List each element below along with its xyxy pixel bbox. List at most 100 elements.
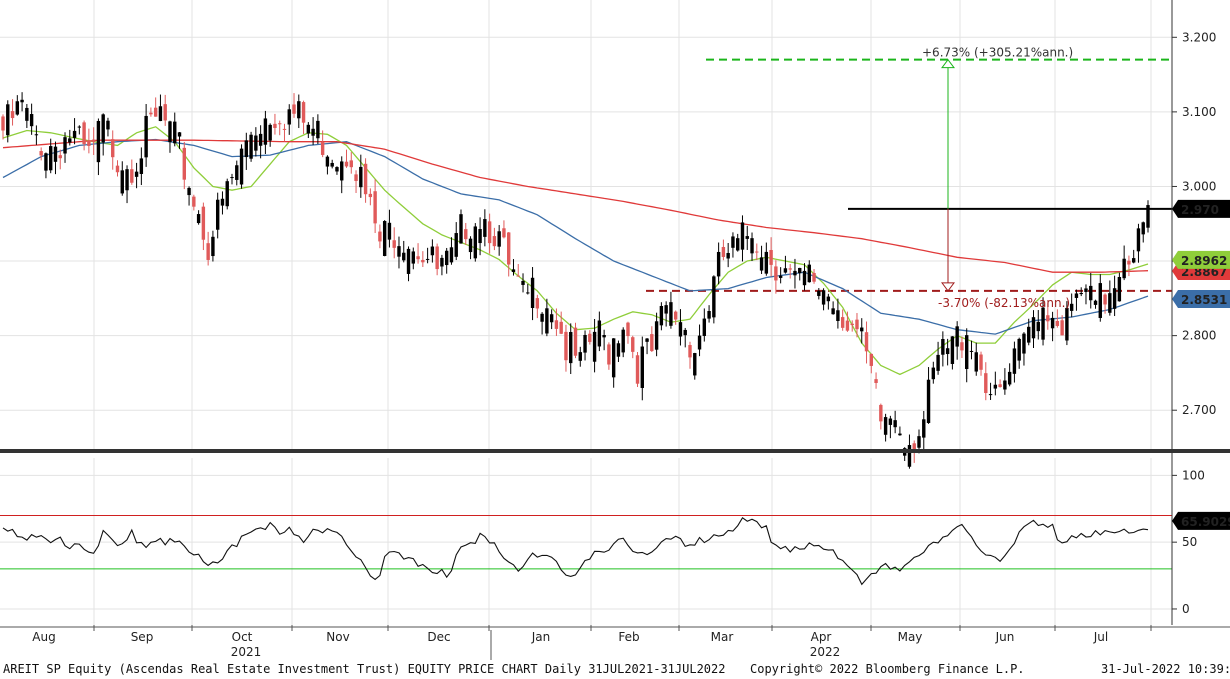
candle-body	[1136, 228, 1141, 252]
x-axis-labels: Aug Sep Oct Nov Dec Jan Feb Mar Apr May Jun Jul 2021…	[32, 625, 1152, 660]
candle-body	[955, 326, 959, 347]
candle-body	[1117, 277, 1122, 302]
badge-green-shape	[1172, 250, 1230, 269]
candle-body	[678, 322, 683, 337]
candle-body	[206, 243, 210, 260]
candle-body	[950, 336, 955, 364]
x-month-label: Apr	[811, 630, 832, 644]
candle-body	[340, 161, 344, 181]
candle-body	[1084, 288, 1088, 292]
candle-body	[468, 238, 473, 253]
candle-body	[464, 229, 468, 240]
y-tick-label: 3.000	[1182, 179, 1216, 193]
candle-body	[263, 118, 268, 145]
candle-body	[306, 124, 311, 134]
y-tick-label: 3.200	[1182, 30, 1216, 44]
candle-body	[1027, 326, 1031, 343]
candle-body	[631, 337, 635, 352]
candle-body	[421, 259, 425, 263]
candle-body	[931, 367, 936, 380]
candle-body	[793, 270, 797, 276]
candle-body	[91, 139, 96, 142]
candle-body	[387, 222, 392, 240]
candle-body	[693, 353, 697, 376]
candle-body	[864, 332, 869, 352]
candle-body	[254, 135, 258, 151]
measure-down-arrow	[941, 282, 955, 292]
candle-body	[764, 251, 769, 274]
candle-body	[769, 250, 773, 265]
candle-body	[917, 436, 921, 448]
y-tick-label: 2.700	[1182, 403, 1216, 417]
candle-body	[535, 298, 540, 309]
candle-body	[497, 231, 501, 247]
candle-body	[311, 128, 315, 136]
footer-copyright: Copyright© 2022 Bloomberg Finance L.P.	[750, 662, 1025, 676]
candle-body	[349, 160, 353, 168]
candle-body	[836, 310, 840, 321]
x-year-label: 2022	[810, 645, 841, 659]
candle-body	[249, 134, 253, 159]
measure-up-arrow	[941, 58, 955, 69]
candle-body	[430, 246, 435, 256]
candle-body	[645, 338, 649, 342]
candle-body	[974, 352, 978, 372]
candle-body	[187, 187, 191, 196]
candle-body	[850, 323, 854, 326]
candle-body	[526, 292, 530, 294]
candle-body	[397, 246, 401, 257]
candle-body	[158, 106, 163, 122]
candle-body	[344, 161, 349, 167]
x-month-label: Nov	[326, 630, 349, 644]
candle-body	[402, 252, 406, 261]
candle-body	[53, 146, 58, 162]
candle-body	[573, 327, 578, 356]
candle-body	[869, 353, 873, 366]
x-month-label: Jan	[531, 630, 551, 644]
candle-body	[215, 199, 220, 230]
candle-body	[588, 333, 592, 342]
candle-body	[373, 191, 377, 224]
candle-body	[945, 348, 950, 355]
candle-body	[707, 310, 711, 319]
candle-body	[44, 153, 48, 171]
candle-body	[564, 331, 568, 361]
candle-body	[473, 226, 478, 259]
candle-body	[58, 155, 62, 159]
candle-body	[134, 171, 139, 177]
candle-body	[273, 123, 277, 128]
candle-body	[34, 134, 39, 136]
candle-body	[516, 275, 520, 277]
candle-body	[487, 221, 492, 244]
candle-body	[29, 114, 34, 127]
candle-body	[507, 232, 511, 265]
candle-body	[745, 236, 749, 239]
candle-body	[130, 169, 134, 183]
candle-body	[592, 331, 597, 362]
candle-body	[1041, 307, 1045, 340]
candle-body	[1017, 338, 1021, 361]
candle-body	[1103, 294, 1107, 305]
candle-body	[1141, 222, 1145, 235]
candle-body	[960, 342, 964, 351]
candle-body	[807, 264, 811, 283]
candle-body	[569, 332, 573, 364]
candle-body	[378, 231, 382, 242]
candle-body	[659, 305, 664, 326]
candle-body	[583, 334, 587, 353]
candle-body	[87, 140, 91, 146]
candle-body	[1046, 315, 1050, 322]
candle-body	[68, 138, 72, 143]
candle-body	[1074, 293, 1079, 298]
candle-body	[840, 317, 845, 328]
candle-body	[211, 236, 215, 257]
candle-body	[721, 246, 726, 257]
candle-body	[1112, 288, 1117, 309]
candle-body	[359, 166, 363, 188]
x-month-label: Dec	[427, 630, 450, 644]
candle-body	[182, 147, 186, 180]
candle-body	[20, 99, 24, 103]
candle-body	[855, 319, 859, 330]
candle-body	[826, 296, 831, 302]
candle-body	[144, 115, 148, 158]
